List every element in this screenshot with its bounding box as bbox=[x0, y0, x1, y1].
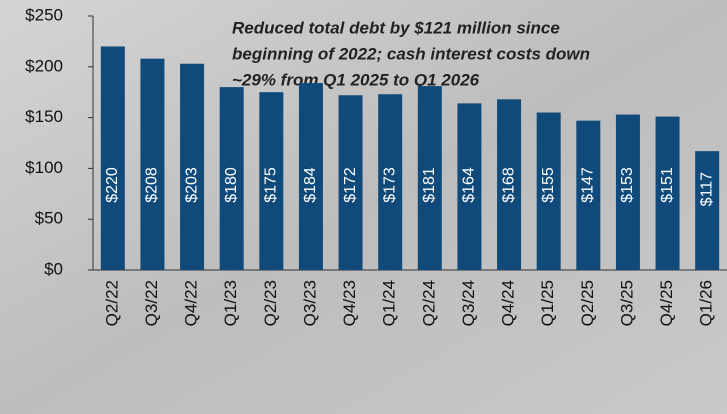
bar bbox=[695, 151, 719, 270]
y-tick-label: $150 bbox=[25, 107, 63, 126]
bar bbox=[180, 64, 204, 270]
value-label: $151 bbox=[659, 167, 676, 203]
y-tick-label: $250 bbox=[25, 5, 63, 24]
y-tick-label: $100 bbox=[25, 158, 63, 177]
value-label: $208 bbox=[144, 167, 161, 203]
bar bbox=[101, 46, 125, 270]
annotation: beginning of 2022; cash interest costs d… bbox=[232, 44, 590, 63]
value-label: $181 bbox=[421, 167, 438, 203]
x-tick-label: Q3/23 bbox=[300, 280, 319, 326]
value-label: $175 bbox=[263, 167, 280, 203]
x-tick-label: Q1/26 bbox=[697, 280, 716, 326]
value-label: $180 bbox=[223, 167, 240, 203]
x-tick-label: Q2/23 bbox=[261, 280, 280, 326]
y-tick-label: $200 bbox=[25, 56, 63, 75]
x-tick-label: Q4/23 bbox=[340, 280, 359, 326]
annotation: ~29% from Q1 2025 to Q1 2026 bbox=[232, 70, 480, 89]
value-label: $117 bbox=[698, 172, 715, 207]
value-label: $203 bbox=[183, 167, 200, 203]
value-label: $168 bbox=[500, 167, 517, 203]
x-tick-label: Q2/24 bbox=[419, 280, 438, 326]
value-label: $153 bbox=[619, 167, 636, 203]
x-tick-label: Q4/25 bbox=[657, 280, 676, 326]
value-label: $184 bbox=[302, 167, 319, 203]
x-tick-label: Q3/24 bbox=[459, 280, 478, 326]
x-tick-label: Q3/22 bbox=[142, 280, 161, 326]
x-tick-label: Q4/24 bbox=[499, 280, 518, 326]
x-tick-label: Q3/25 bbox=[617, 280, 636, 326]
y-tick-label: $50 bbox=[35, 209, 63, 228]
x-tick-label: Q1/25 bbox=[538, 280, 557, 326]
x-tick-label: Q2/25 bbox=[578, 280, 597, 326]
value-label: $172 bbox=[342, 167, 359, 203]
value-label: $155 bbox=[540, 167, 557, 203]
value-label: $147 bbox=[580, 167, 597, 203]
value-label: $220 bbox=[104, 167, 121, 203]
value-label: $164 bbox=[461, 167, 478, 203]
bar bbox=[140, 59, 164, 270]
y-tick-label: $0 bbox=[44, 259, 63, 278]
x-tick-label: Q2/22 bbox=[102, 280, 121, 326]
value-label: $173 bbox=[381, 167, 398, 203]
x-tick-label: Q1/23 bbox=[221, 280, 240, 326]
x-tick-label: Q4/22 bbox=[182, 280, 201, 326]
chart: Reduced total debt by $121 million since… bbox=[0, 0, 727, 414]
x-tick-label: Q1/24 bbox=[380, 280, 399, 326]
annotation: Reduced total debt by $121 million since bbox=[232, 18, 560, 37]
